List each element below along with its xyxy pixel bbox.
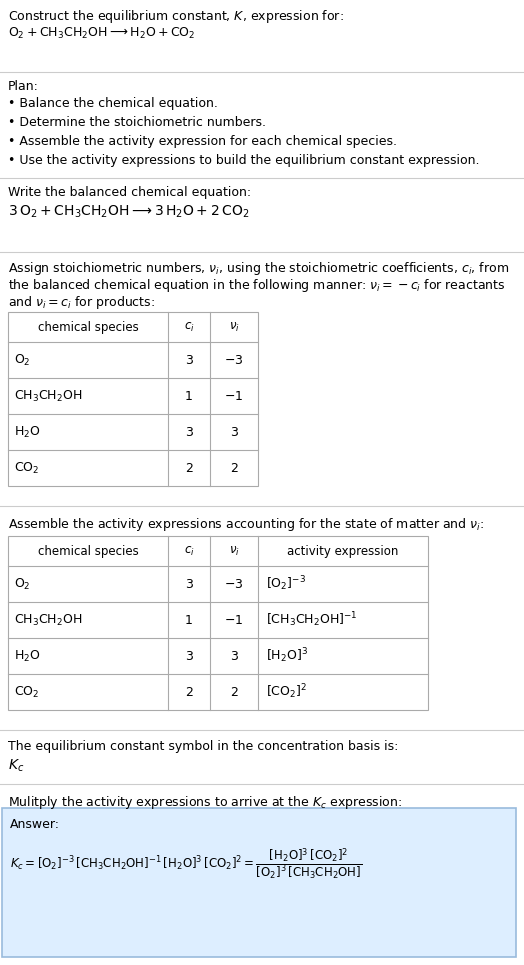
Text: Write the balanced chemical equation:: Write the balanced chemical equation: <box>8 186 251 199</box>
Text: activity expression: activity expression <box>287 544 399 558</box>
Bar <box>8 536 428 710</box>
Text: The equilibrium constant symbol in the concentration basis is:: The equilibrium constant symbol in the c… <box>8 740 398 753</box>
Text: 3: 3 <box>185 649 193 663</box>
Bar <box>2 808 516 957</box>
Text: 2: 2 <box>230 461 238 475</box>
Text: • Assemble the activity expression for each chemical species.: • Assemble the activity expression for e… <box>8 135 397 148</box>
Text: 1: 1 <box>185 390 193 402</box>
Text: $\mathrm{CH_3CH_2OH}$: $\mathrm{CH_3CH_2OH}$ <box>14 389 82 403</box>
Text: $\mathrm{CH_3CH_2OH}$: $\mathrm{CH_3CH_2OH}$ <box>14 613 82 627</box>
Text: Plan:: Plan: <box>8 80 39 93</box>
Text: $-1$: $-1$ <box>224 614 244 626</box>
Text: $\mathrm{CO_2}$: $\mathrm{CO_2}$ <box>14 684 39 700</box>
Text: Construct the equilibrium constant, $K$, expression for:: Construct the equilibrium constant, $K$,… <box>8 8 344 25</box>
Text: $\mathrm{O_2}$: $\mathrm{O_2}$ <box>14 352 30 368</box>
Text: • Use the activity expressions to build the equilibrium constant expression.: • Use the activity expressions to build … <box>8 154 479 167</box>
Text: chemical species: chemical species <box>38 320 138 334</box>
Text: 2: 2 <box>230 685 238 699</box>
Text: $\mathrm{O_2}$: $\mathrm{O_2}$ <box>14 576 30 592</box>
Text: 3: 3 <box>185 353 193 367</box>
Text: and $\nu_i = c_i$ for products:: and $\nu_i = c_i$ for products: <box>8 294 155 311</box>
Text: 2: 2 <box>185 685 193 699</box>
Text: 3: 3 <box>230 426 238 438</box>
Text: 3: 3 <box>185 577 193 591</box>
Text: Assemble the activity expressions accounting for the state of matter and $\nu_i$: Assemble the activity expressions accoun… <box>8 516 484 533</box>
Text: • Determine the stoichiometric numbers.: • Determine the stoichiometric numbers. <box>8 116 266 129</box>
Text: $[\mathrm{CH_3CH_2OH}]^{-1}$: $[\mathrm{CH_3CH_2OH}]^{-1}$ <box>266 611 357 629</box>
Text: $-1$: $-1$ <box>224 390 244 402</box>
Text: $[\mathrm{H_2O}]^{3}$: $[\mathrm{H_2O}]^{3}$ <box>266 647 308 665</box>
Text: 3: 3 <box>230 649 238 663</box>
Text: $\mathrm{H_2O}$: $\mathrm{H_2O}$ <box>14 425 40 439</box>
Bar <box>8 312 258 486</box>
Text: $\nu_i$: $\nu_i$ <box>228 544 239 558</box>
Text: 1: 1 <box>185 614 193 626</box>
Text: $\mathrm{O_2 + CH_3CH_2OH \longrightarrow H_2O + CO_2}$: $\mathrm{O_2 + CH_3CH_2OH \longrightarro… <box>8 26 195 41</box>
Text: • Balance the chemical equation.: • Balance the chemical equation. <box>8 97 218 110</box>
Text: $\mathrm{H_2O}$: $\mathrm{H_2O}$ <box>14 648 40 664</box>
Text: $-3$: $-3$ <box>224 353 244 367</box>
Text: Answer:: Answer: <box>10 818 60 831</box>
Text: Mulitply the activity expressions to arrive at the $K_c$ expression:: Mulitply the activity expressions to arr… <box>8 794 402 811</box>
Text: $[\mathrm{CO_2}]^{2}$: $[\mathrm{CO_2}]^{2}$ <box>266 682 307 702</box>
Text: $-3$: $-3$ <box>224 577 244 591</box>
Text: chemical species: chemical species <box>38 544 138 558</box>
Text: $\mathrm{CO_2}$: $\mathrm{CO_2}$ <box>14 460 39 476</box>
Text: $K_c$: $K_c$ <box>8 758 24 774</box>
Text: the balanced chemical equation in the following manner: $\nu_i = -c_i$ for react: the balanced chemical equation in the fo… <box>8 277 506 294</box>
Bar <box>8 536 428 710</box>
Text: Assign stoichiometric numbers, $\nu_i$, using the stoichiometric coefficients, $: Assign stoichiometric numbers, $\nu_i$, … <box>8 260 509 277</box>
Text: $c_i$: $c_i$ <box>183 544 194 558</box>
Text: $c_i$: $c_i$ <box>183 320 194 334</box>
Text: $3\,\mathrm{O_2 + CH_3CH_2OH \longrightarrow 3\,H_2O + 2\,CO_2}$: $3\,\mathrm{O_2 + CH_3CH_2OH \longrighta… <box>8 204 249 220</box>
Text: $K_c = [\mathrm{O_2}]^{-3}\,[\mathrm{CH_3CH_2OH}]^{-1}\,[\mathrm{H_2O}]^{3}\,[\m: $K_c = [\mathrm{O_2}]^{-3}\,[\mathrm{CH_… <box>10 846 363 882</box>
Text: 3: 3 <box>185 426 193 438</box>
Text: $\nu_i$: $\nu_i$ <box>228 320 239 334</box>
Bar <box>8 312 258 486</box>
Text: 2: 2 <box>185 461 193 475</box>
Text: $[\mathrm{O_2}]^{-3}$: $[\mathrm{O_2}]^{-3}$ <box>266 574 306 593</box>
